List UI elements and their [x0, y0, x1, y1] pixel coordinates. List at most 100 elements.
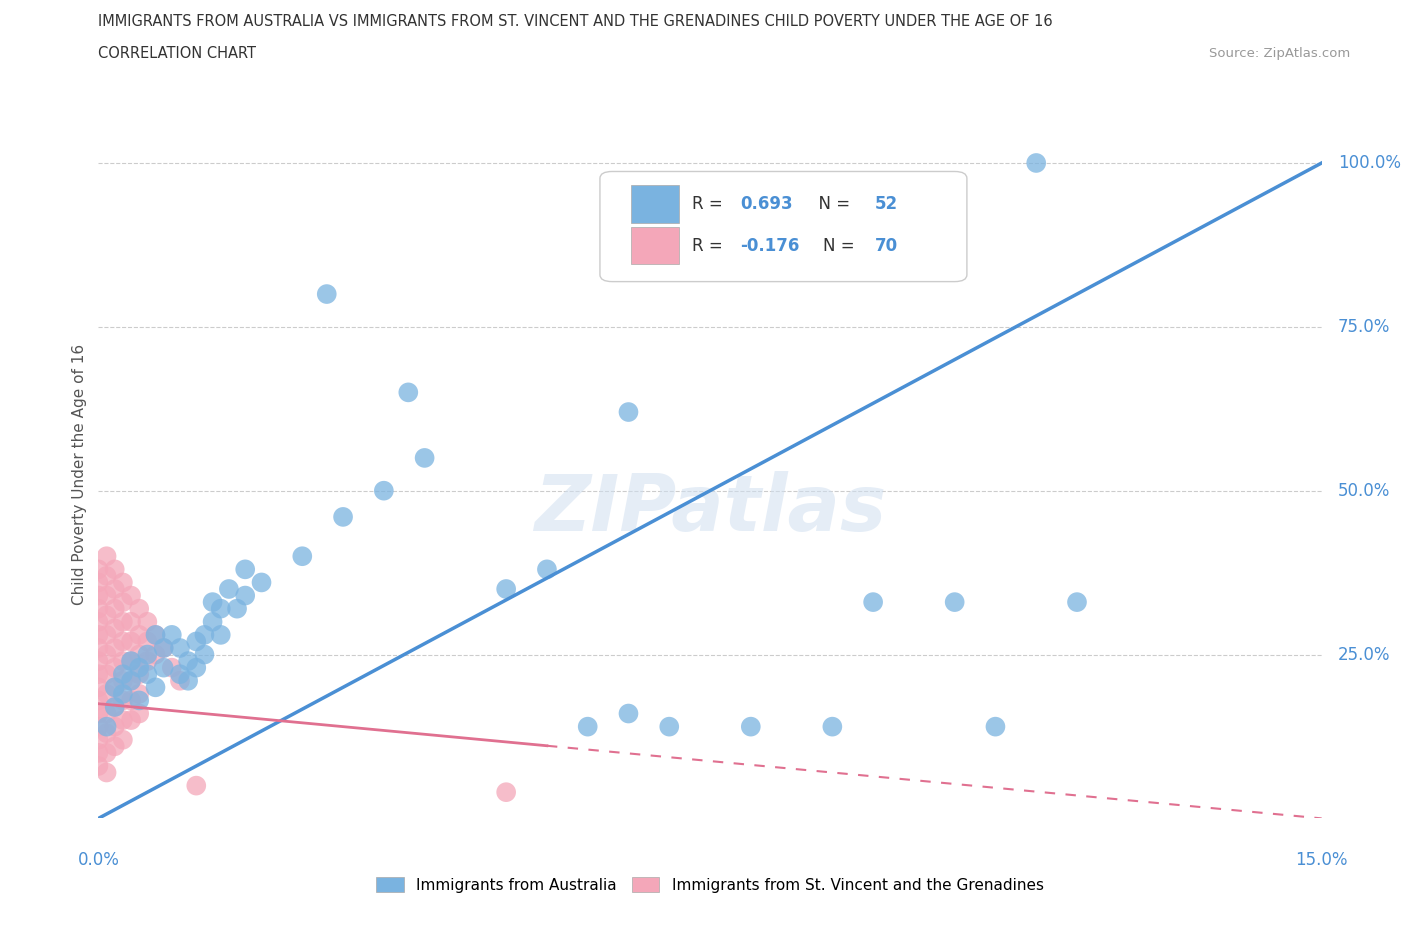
Point — [128, 647, 150, 662]
Point — [740, 719, 762, 734]
Point — [104, 621, 127, 636]
Point — [128, 628, 150, 643]
Point — [617, 405, 640, 419]
Point — [152, 641, 174, 656]
Point — [943, 594, 966, 609]
Point — [104, 581, 127, 596]
Point — [104, 699, 127, 714]
Point — [87, 667, 110, 682]
Point — [145, 647, 167, 662]
Point — [111, 667, 134, 682]
Point — [136, 615, 159, 630]
Point — [201, 594, 224, 609]
Text: 50.0%: 50.0% — [1339, 482, 1391, 499]
Point — [96, 568, 118, 583]
Point — [120, 615, 142, 630]
Point — [111, 654, 134, 669]
Point — [136, 634, 159, 649]
Point — [291, 549, 314, 564]
Point — [104, 660, 127, 675]
Point — [96, 647, 118, 662]
Point — [87, 693, 110, 708]
Text: 15.0%: 15.0% — [1295, 851, 1348, 870]
Point — [111, 693, 134, 708]
Point — [111, 732, 134, 747]
Point — [87, 601, 110, 616]
Point — [193, 647, 215, 662]
Point — [120, 673, 142, 688]
Point — [495, 785, 517, 800]
Point — [96, 725, 118, 740]
Point — [145, 628, 167, 643]
Point — [177, 673, 200, 688]
Text: 0.0%: 0.0% — [77, 851, 120, 870]
Text: 0.693: 0.693 — [741, 195, 793, 213]
Point — [87, 615, 110, 630]
Point — [218, 581, 240, 596]
Point — [576, 719, 599, 734]
Point — [87, 562, 110, 577]
Point — [1066, 594, 1088, 609]
Point — [128, 686, 150, 701]
Point — [96, 628, 118, 643]
Point — [96, 719, 118, 734]
Text: 75.0%: 75.0% — [1339, 318, 1391, 336]
Point — [104, 641, 127, 656]
Text: IMMIGRANTS FROM AUSTRALIA VS IMMIGRANTS FROM ST. VINCENT AND THE GRENADINES CHIL: IMMIGRANTS FROM AUSTRALIA VS IMMIGRANTS … — [98, 14, 1053, 29]
Point — [186, 634, 208, 649]
Point — [111, 673, 134, 688]
Point — [96, 549, 118, 564]
Text: 52: 52 — [875, 195, 898, 213]
Point — [120, 712, 142, 727]
Point — [226, 601, 249, 616]
Text: Source: ZipAtlas.com: Source: ZipAtlas.com — [1209, 46, 1350, 60]
Point — [96, 686, 118, 701]
Point — [104, 562, 127, 577]
Point — [152, 641, 174, 656]
Point — [193, 628, 215, 643]
Point — [209, 628, 232, 643]
Point — [87, 706, 110, 721]
Point — [233, 588, 256, 603]
Point — [87, 641, 110, 656]
Point — [145, 680, 167, 695]
Point — [862, 594, 884, 609]
Point — [128, 660, 150, 675]
Point — [128, 667, 150, 682]
Point — [111, 634, 134, 649]
Legend: Immigrants from Australia, Immigrants from St. Vincent and the Grenadines: Immigrants from Australia, Immigrants fr… — [368, 869, 1052, 900]
Point — [201, 615, 224, 630]
Point — [136, 647, 159, 662]
Point — [821, 719, 844, 734]
Point — [128, 693, 150, 708]
Point — [87, 680, 110, 695]
Point — [111, 615, 134, 630]
Y-axis label: Child Poverty Under the Age of 16: Child Poverty Under the Age of 16 — [72, 344, 87, 604]
Point — [111, 594, 134, 609]
Text: N =: N = — [823, 237, 859, 255]
Point — [160, 660, 183, 675]
Point — [658, 719, 681, 734]
Point — [120, 654, 142, 669]
FancyBboxPatch shape — [630, 227, 679, 264]
Point — [617, 706, 640, 721]
Point — [104, 719, 127, 734]
Text: -0.176: -0.176 — [741, 237, 800, 255]
Point — [128, 601, 150, 616]
Point — [209, 601, 232, 616]
Point — [120, 634, 142, 649]
Point — [152, 660, 174, 675]
Point — [536, 562, 558, 577]
Point — [104, 699, 127, 714]
Point — [111, 712, 134, 727]
Point — [136, 654, 159, 669]
Point — [186, 660, 208, 675]
Point — [1025, 155, 1047, 170]
Point — [104, 738, 127, 753]
Point — [87, 588, 110, 603]
Point — [104, 680, 127, 695]
Point — [87, 628, 110, 643]
Point — [413, 450, 436, 465]
Point — [111, 575, 134, 590]
Point — [120, 654, 142, 669]
